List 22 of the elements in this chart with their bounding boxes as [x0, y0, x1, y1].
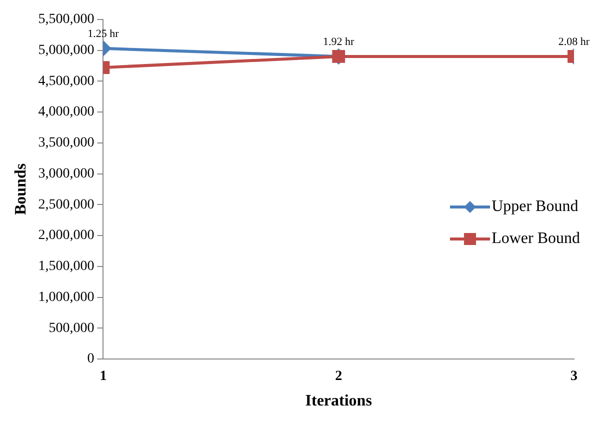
annotation: 1.25 hr: [88, 28, 120, 40]
y-tick-label: 1,500,000: [38, 259, 94, 274]
y-tick-label: 5,000,000: [38, 42, 94, 58]
y-tick-label: 3,000,000: [38, 166, 94, 182]
y-tick-label: 0: [87, 352, 94, 367]
x-tick-label: 3: [570, 369, 578, 384]
y-tick-label: 4,000,000: [38, 104, 94, 120]
y-tick-label: 3,500,000: [38, 136, 94, 151]
legend-label: Lower Bound: [492, 230, 580, 248]
y-tick-label: 4,500,000: [38, 74, 94, 89]
y-tick-label: 2,000,000: [38, 228, 94, 244]
annotation: 1.92 hr: [323, 36, 355, 48]
x-tick-label: 1: [100, 369, 107, 384]
x-axis-title: Iterations: [305, 392, 372, 410]
y-tick-label: 1,000,000: [38, 290, 94, 305]
x-tick-label: 2: [335, 369, 342, 384]
y-axis-title: Bounds: [12, 163, 30, 215]
legend-label: Upper Bound: [492, 198, 578, 216]
y-tick-label: 500,000: [48, 320, 94, 336]
y-tick-label: 2,500,000: [38, 197, 94, 212]
y-tick-label: 5,500,000: [38, 12, 94, 28]
annotation: 2.08 hr: [558, 36, 590, 48]
